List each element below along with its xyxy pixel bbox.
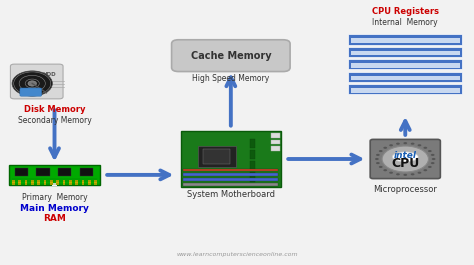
FancyBboxPatch shape (183, 178, 278, 181)
FancyBboxPatch shape (348, 72, 462, 82)
Text: CPU: CPU (391, 157, 419, 170)
FancyBboxPatch shape (250, 139, 255, 148)
FancyBboxPatch shape (15, 168, 28, 176)
FancyBboxPatch shape (172, 40, 290, 72)
Bar (56, 180, 59, 185)
Circle shape (396, 143, 400, 145)
Text: Microprocessor: Microprocessor (374, 185, 437, 194)
Circle shape (389, 172, 393, 174)
Bar (75, 180, 78, 185)
FancyBboxPatch shape (198, 146, 236, 167)
Circle shape (410, 173, 414, 175)
Text: www.learncomputerscienceonline.com: www.learncomputerscienceonline.com (176, 252, 298, 257)
Text: intel: intel (394, 151, 417, 160)
FancyBboxPatch shape (58, 168, 71, 176)
Circle shape (379, 166, 383, 168)
FancyBboxPatch shape (348, 47, 462, 57)
Bar (18, 180, 21, 185)
Circle shape (418, 144, 421, 146)
Ellipse shape (392, 152, 418, 162)
Circle shape (403, 174, 407, 176)
Circle shape (423, 147, 427, 149)
Bar (25, 180, 27, 185)
Circle shape (418, 172, 421, 174)
Circle shape (431, 154, 435, 156)
FancyBboxPatch shape (250, 161, 255, 170)
FancyBboxPatch shape (181, 131, 281, 187)
FancyBboxPatch shape (351, 38, 460, 43)
Ellipse shape (12, 71, 52, 96)
FancyBboxPatch shape (10, 64, 63, 99)
Circle shape (382, 146, 428, 172)
Bar (31, 180, 34, 185)
Text: System Motherboard: System Motherboard (187, 190, 275, 199)
Circle shape (423, 169, 427, 171)
FancyBboxPatch shape (351, 88, 460, 93)
Circle shape (432, 158, 436, 160)
FancyBboxPatch shape (348, 34, 462, 45)
Text: High Speed Memory: High Speed Memory (192, 74, 269, 83)
Circle shape (379, 150, 383, 152)
FancyBboxPatch shape (348, 59, 462, 69)
FancyBboxPatch shape (351, 63, 460, 68)
Text: Internal  Memory: Internal Memory (373, 18, 438, 27)
Circle shape (383, 169, 387, 171)
FancyBboxPatch shape (183, 173, 278, 176)
Bar (82, 180, 84, 185)
FancyBboxPatch shape (250, 172, 255, 182)
Text: Cache Memory: Cache Memory (191, 51, 271, 61)
Bar (88, 180, 91, 185)
Text: Primary  Memory: Primary Memory (22, 193, 87, 202)
FancyBboxPatch shape (203, 149, 230, 164)
Circle shape (375, 158, 379, 160)
Bar (94, 180, 97, 185)
FancyBboxPatch shape (36, 168, 50, 176)
Text: CPU Registers: CPU Registers (372, 7, 439, 16)
Circle shape (428, 150, 432, 152)
Circle shape (410, 143, 414, 145)
Bar (37, 180, 40, 185)
FancyBboxPatch shape (20, 88, 42, 96)
Circle shape (383, 147, 387, 149)
FancyBboxPatch shape (271, 140, 280, 144)
FancyBboxPatch shape (271, 146, 280, 151)
Circle shape (389, 144, 393, 146)
Bar (44, 180, 46, 185)
FancyBboxPatch shape (183, 169, 278, 171)
Circle shape (428, 166, 432, 168)
Ellipse shape (28, 81, 36, 86)
FancyBboxPatch shape (250, 150, 255, 159)
Circle shape (376, 154, 380, 156)
FancyBboxPatch shape (9, 165, 100, 185)
Circle shape (396, 173, 400, 175)
Bar (12, 180, 15, 185)
FancyBboxPatch shape (80, 168, 93, 176)
FancyBboxPatch shape (351, 51, 460, 55)
Bar (50, 180, 53, 185)
Circle shape (403, 142, 407, 144)
Text: RAM: RAM (43, 214, 66, 223)
FancyBboxPatch shape (271, 133, 280, 138)
FancyBboxPatch shape (52, 183, 57, 186)
Text: Main Memory: Main Memory (20, 204, 89, 213)
Circle shape (431, 162, 435, 164)
Text: HDD: HDD (43, 72, 56, 77)
FancyBboxPatch shape (370, 139, 440, 179)
Text: Disk Memory: Disk Memory (24, 105, 85, 114)
FancyBboxPatch shape (351, 76, 460, 80)
Bar (69, 180, 72, 185)
Circle shape (376, 162, 380, 164)
Bar (63, 180, 65, 185)
Text: Secondary Memory: Secondary Memory (18, 116, 91, 125)
FancyBboxPatch shape (183, 183, 278, 186)
FancyBboxPatch shape (348, 84, 462, 94)
